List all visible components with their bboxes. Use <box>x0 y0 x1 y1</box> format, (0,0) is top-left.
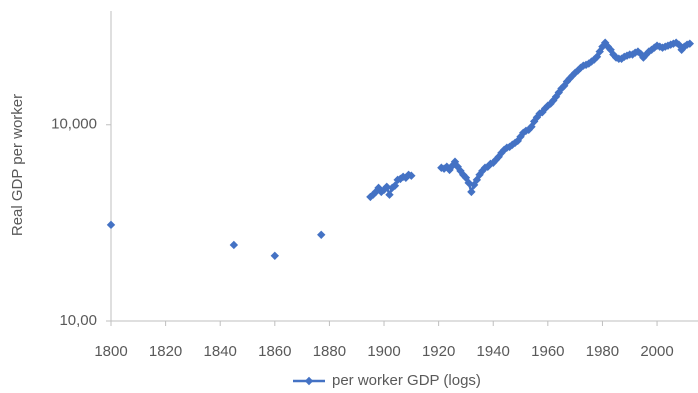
point <box>270 251 280 260</box>
y-tick-label: 10,00 <box>59 312 97 329</box>
point <box>229 240 239 250</box>
point <box>628 50 637 59</box>
point <box>617 54 626 63</box>
point <box>508 140 517 149</box>
point <box>535 109 544 118</box>
point <box>467 187 476 197</box>
point <box>390 181 400 190</box>
point <box>636 49 645 58</box>
y-tick-label: 10,000 <box>51 116 97 133</box>
point <box>677 45 686 55</box>
point <box>382 182 391 191</box>
point <box>371 187 381 197</box>
x-tick-label: 1940 <box>477 343 510 360</box>
point <box>592 52 602 62</box>
point <box>680 42 689 51</box>
point <box>671 38 681 47</box>
point <box>639 53 648 62</box>
point <box>407 171 416 180</box>
series-line <box>369 41 691 198</box>
point <box>543 101 553 110</box>
point <box>510 138 520 148</box>
y-axis-label: Real GDP per worker <box>9 94 26 236</box>
point <box>106 220 116 230</box>
x-tick-label: 1920 <box>422 343 455 360</box>
x-tick-label: 1820 <box>149 343 182 360</box>
point <box>538 107 547 117</box>
point <box>385 190 394 199</box>
point <box>674 40 684 49</box>
point <box>587 57 596 66</box>
point <box>590 55 599 64</box>
point <box>317 230 326 239</box>
point <box>513 136 523 146</box>
point <box>595 47 604 56</box>
point <box>576 63 585 73</box>
x-tick-label: 1800 <box>94 343 127 360</box>
point <box>532 113 542 122</box>
point <box>560 81 569 90</box>
point <box>540 104 550 113</box>
legend-label: per worker GDP (logs) <box>332 372 481 389</box>
x-tick-label: 2000 <box>640 343 673 360</box>
legend-marker <box>304 376 314 386</box>
point <box>644 47 654 56</box>
point <box>685 39 695 48</box>
point <box>546 99 555 108</box>
x-tick-label: 1880 <box>313 343 346 360</box>
point <box>633 47 643 56</box>
x-tick-label: 1860 <box>258 343 291 360</box>
point <box>584 59 593 68</box>
point <box>554 88 563 97</box>
point <box>557 84 566 93</box>
x-tick-label: 1980 <box>586 343 619 360</box>
x-tick-label: 1960 <box>531 343 564 360</box>
point <box>549 96 558 105</box>
point <box>598 42 607 51</box>
point <box>551 92 561 101</box>
x-tick-label: 1840 <box>204 343 237 360</box>
x-tick-label: 1900 <box>367 343 400 360</box>
